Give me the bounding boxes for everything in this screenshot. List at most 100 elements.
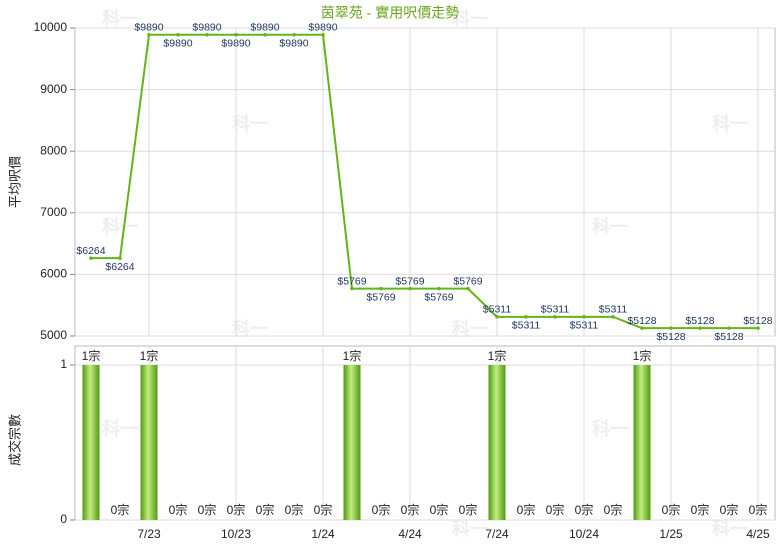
watermark: 科一 xyxy=(712,113,748,134)
watermark: 科一 xyxy=(102,8,138,29)
point xyxy=(640,326,644,330)
point xyxy=(669,326,673,330)
value-label: $6264 xyxy=(76,245,105,257)
value-label: $9890 xyxy=(192,22,221,34)
point xyxy=(89,256,93,260)
point xyxy=(234,32,238,37)
value-label: $9890 xyxy=(250,22,279,34)
y-tick-label: 0 xyxy=(60,512,67,526)
point xyxy=(292,32,296,37)
bar xyxy=(633,365,651,520)
y-tick-label: 6000 xyxy=(40,267,67,281)
point xyxy=(756,326,760,330)
value-label: $5769 xyxy=(453,275,482,287)
value-label: $5311 xyxy=(483,304,512,316)
value-label: $5769 xyxy=(366,291,395,303)
x-tick-label: 4/25 xyxy=(746,527,770,541)
plot-frame xyxy=(74,345,776,521)
point xyxy=(147,32,151,37)
watermark: 科一 xyxy=(452,518,488,539)
x-tick-label: 7/24 xyxy=(485,527,509,541)
y-tick-label: 10000 xyxy=(34,20,68,34)
value-label: 0宗 xyxy=(749,502,768,517)
value-label: 0宗 xyxy=(604,502,623,517)
value-label: $5311 xyxy=(599,304,628,316)
value-label: 0宗 xyxy=(662,502,681,517)
point xyxy=(379,286,383,291)
y-tick-label: 9000 xyxy=(40,82,67,96)
value-label: $5311 xyxy=(512,320,541,332)
bar xyxy=(82,365,100,520)
point xyxy=(408,286,412,291)
value-label: 0宗 xyxy=(517,502,536,517)
value-label: $5769 xyxy=(337,275,366,287)
value-label: 1宗 xyxy=(633,348,652,363)
price-line xyxy=(91,33,758,330)
value-label: 0宗 xyxy=(227,502,246,517)
value-label: $5128 xyxy=(743,315,772,327)
watermark: 科一 xyxy=(452,8,488,29)
value-label: 0宗 xyxy=(720,502,739,517)
y-tick-label: 5000 xyxy=(40,328,67,342)
point xyxy=(350,286,354,291)
value-label: $5128 xyxy=(685,315,714,327)
value-label: 0宗 xyxy=(198,502,217,517)
value-label: 0宗 xyxy=(111,502,130,517)
bar xyxy=(488,365,506,520)
watermark: 科一 xyxy=(712,518,748,539)
point xyxy=(437,286,441,291)
point xyxy=(524,315,528,319)
value-label: 1宗 xyxy=(140,348,159,363)
point xyxy=(495,315,499,319)
x-tick-label: 1/25 xyxy=(659,527,683,541)
value-label: $9890 xyxy=(221,38,250,50)
value-label: $6264 xyxy=(105,261,134,273)
point xyxy=(176,32,180,37)
point xyxy=(118,256,122,260)
value-label: $5311 xyxy=(570,320,599,332)
value-label: 1宗 xyxy=(343,348,362,363)
point xyxy=(698,326,702,330)
value-label: $9890 xyxy=(134,22,163,34)
point xyxy=(205,32,209,37)
point xyxy=(727,326,731,330)
value-label: 0宗 xyxy=(372,502,391,517)
point xyxy=(263,32,267,37)
value-label: $9890 xyxy=(308,22,337,34)
value-label: 0宗 xyxy=(546,502,565,517)
value-label: $9890 xyxy=(279,38,308,50)
point xyxy=(321,32,325,37)
bar xyxy=(343,365,361,520)
watermark: 科一 xyxy=(592,418,628,439)
point xyxy=(582,315,586,319)
y-tick-label: 1 xyxy=(60,357,67,371)
value-label: $5128 xyxy=(714,331,743,343)
watermark: 科一 xyxy=(102,216,138,237)
value-label: 1宗 xyxy=(82,348,101,363)
value-label: 0宗 xyxy=(575,502,594,517)
value-label: $5769 xyxy=(424,291,453,303)
value-label: $5769 xyxy=(395,275,424,287)
x-tick-label: 10/24 xyxy=(569,527,599,541)
point xyxy=(611,315,615,319)
watermark: 科一 xyxy=(232,318,268,339)
value-label: 0宗 xyxy=(314,502,333,517)
watermark: 科一 xyxy=(232,113,268,134)
y-tick-label: 8000 xyxy=(40,143,67,157)
y-axis-label: 成交宗數 xyxy=(7,414,22,466)
x-tick-label: 1/24 xyxy=(311,527,335,541)
y-tick-label: 7000 xyxy=(40,205,67,219)
point xyxy=(466,286,470,291)
value-label: 0宗 xyxy=(459,502,478,517)
value-label: 0宗 xyxy=(430,502,449,517)
value-label: $5311 xyxy=(541,304,570,316)
value-label: $9890 xyxy=(163,38,192,50)
value-label: 0宗 xyxy=(285,502,304,517)
watermark: 科一 xyxy=(452,318,488,339)
x-tick-label: 7/23 xyxy=(137,527,161,541)
x-tick-label: 10/23 xyxy=(221,527,251,541)
value-label: 0宗 xyxy=(169,502,188,517)
bar xyxy=(140,365,158,520)
